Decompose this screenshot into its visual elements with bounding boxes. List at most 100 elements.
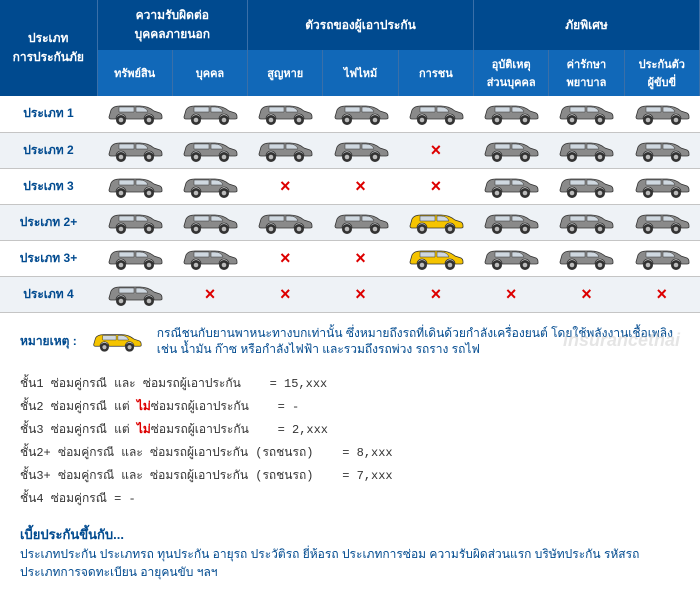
- car-icon: [106, 208, 164, 237]
- header-sub: การชน: [398, 50, 473, 96]
- cross-icon: ×: [581, 284, 592, 304]
- cell: [97, 168, 172, 204]
- car-icon: [106, 99, 164, 128]
- cell: [624, 240, 699, 276]
- cell: [624, 132, 699, 168]
- cell: [474, 204, 549, 240]
- cell: [172, 240, 247, 276]
- car-icon: [557, 172, 615, 201]
- cross-icon: ×: [280, 248, 291, 268]
- tier-line: ชั้น3 ซ่อมคู่กรณี แต่ ไม่ซ่อมรถผู้เอาประ…: [20, 418, 680, 441]
- header-group: ตัวรถของผู้เอาประกัน: [248, 0, 474, 50]
- car-icon: [106, 172, 164, 201]
- cross-icon: ×: [431, 140, 442, 160]
- premium-title: เบี้ยประกันขึ้นกับ...: [20, 524, 680, 545]
- row-label: ประเภท 3: [0, 168, 97, 204]
- cell: [624, 204, 699, 240]
- car-icon: [482, 172, 540, 201]
- cross-icon: ×: [280, 176, 291, 196]
- car-icon: [256, 208, 314, 237]
- car-icon: [332, 208, 390, 237]
- car-yellow-icon: [407, 208, 465, 237]
- cell: ×: [172, 276, 247, 312]
- cell: [549, 204, 624, 240]
- tier-line: ชั้น2+ ซ่อมคู่กรณี และ ซ่อมรถผู้เอาประกั…: [20, 441, 680, 464]
- tier-line: ชั้น3+ ซ่อมคู่กรณี และ ซ่อมรถผู้เอาประกั…: [20, 464, 680, 487]
- header-sub: ทรัพย์สิน: [97, 50, 172, 96]
- note-car-icon: [91, 328, 143, 355]
- cell: [172, 204, 247, 240]
- car-icon: [181, 99, 239, 128]
- cell: ×: [474, 276, 549, 312]
- cross-icon: ×: [355, 284, 366, 304]
- cell: [172, 168, 247, 204]
- car-icon: [633, 99, 691, 128]
- car-icon: [633, 208, 691, 237]
- car-yellow-icon: [407, 244, 465, 273]
- insurance-table: ประเภทการประกันภัยความรับผิดต่อบุคคลภายน…: [0, 0, 700, 313]
- car-icon: [256, 136, 314, 165]
- table-row: ประเภท 1: [0, 96, 700, 132]
- header-row-1: ประเภทการประกันภัยความรับผิดต่อบุคคลภายน…: [0, 0, 700, 50]
- cell: ×: [248, 240, 323, 276]
- note-row: หมายเหตุ : กรณีชนกับยานพาหนะทางบกเท่านั้…: [20, 325, 680, 359]
- cell: [97, 96, 172, 132]
- car-icon: [332, 99, 390, 128]
- header-group: ความรับผิดต่อบุคคลภายนอก: [97, 0, 248, 50]
- tier-line: ชั้น4 ซ่อมคู่กรณี = -: [20, 487, 680, 510]
- car-icon: [482, 244, 540, 273]
- row-label: ประเภท 1: [0, 96, 97, 132]
- cell: [549, 240, 624, 276]
- cell: [172, 132, 247, 168]
- premium-text: ประเภทประกัน ประเภทรถ ทุนประกัน อายุรถ ป…: [20, 545, 680, 581]
- header-sub: บุคคล: [172, 50, 247, 96]
- car-icon: [106, 280, 164, 309]
- car-icon: [633, 172, 691, 201]
- cell: [549, 168, 624, 204]
- cell: ×: [549, 276, 624, 312]
- cross-icon: ×: [506, 284, 517, 304]
- car-icon: [633, 244, 691, 273]
- cell: [624, 168, 699, 204]
- cell: [323, 96, 398, 132]
- cell: ×: [398, 276, 473, 312]
- header-sub: สูญหาย: [248, 50, 323, 96]
- cell: [172, 96, 247, 132]
- cell: [97, 240, 172, 276]
- header-sub: ค่ารักษาพยาบาล: [549, 50, 624, 96]
- cell: [549, 132, 624, 168]
- header-group: ประเภทการประกันภัย: [0, 0, 97, 96]
- car-icon: [557, 244, 615, 273]
- cell: [248, 204, 323, 240]
- cell: [549, 96, 624, 132]
- header-sub: ประกันตัวผู้ขับขี่: [624, 50, 699, 96]
- cell: [323, 204, 398, 240]
- cross-icon: ×: [431, 284, 442, 304]
- header-sub: อุบัติเหตุส่วนบุคคล: [474, 50, 549, 96]
- cell: ×: [398, 132, 473, 168]
- header-group: ภัยพิเศษ: [474, 0, 700, 50]
- car-icon: [181, 208, 239, 237]
- car-icon: [633, 136, 691, 165]
- tier-line: ชั้น2 ซ่อมคู่กรณี แต่ ไม่ซ่อมรถผู้เอาประ…: [20, 395, 680, 418]
- note-label: หมายเหตุ :: [20, 332, 77, 351]
- cross-icon: ×: [205, 284, 216, 304]
- cell: [624, 96, 699, 132]
- cell: ×: [624, 276, 699, 312]
- header-row-2: ทรัพย์สินบุคคลสูญหายไฟไหม้การชนอุบัติเหต…: [0, 50, 700, 96]
- cell: [97, 204, 172, 240]
- tier-line: ชั้น1 ซ่อมคู่กรณี และ ซ่อมรถผู้เอาประกัน…: [20, 372, 680, 395]
- cell: [323, 132, 398, 168]
- car-icon: [106, 244, 164, 273]
- car-icon: [407, 99, 465, 128]
- note-text: กรณีชนกับยานพาหนะทางบกเท่านั้น ซึ่งหมายถ…: [157, 325, 680, 359]
- cell: [474, 96, 549, 132]
- table-row: ประเภท 2+: [0, 204, 700, 240]
- cell: [398, 240, 473, 276]
- cell: [398, 204, 473, 240]
- cell: [474, 168, 549, 204]
- car-icon: [106, 136, 164, 165]
- row-label: ประเภท 3+: [0, 240, 97, 276]
- tier-list: ชั้น1 ซ่อมคู่กรณี และ ซ่อมรถผู้เอาประกัน…: [20, 372, 680, 510]
- car-icon: [557, 99, 615, 128]
